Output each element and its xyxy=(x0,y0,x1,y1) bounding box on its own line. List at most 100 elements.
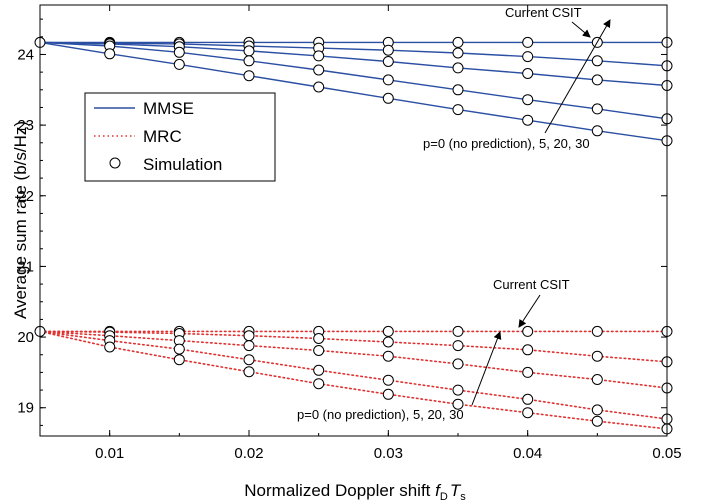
simulation-point xyxy=(313,364,325,376)
x-tick-label: 0.03 xyxy=(374,445,403,462)
simulation-point xyxy=(382,388,394,400)
simulation-point xyxy=(522,344,534,356)
simulation-point xyxy=(313,333,325,344)
simulation-point xyxy=(452,104,464,116)
annotation-mmse-prediction: p=0 (no prediction), 5, 20, 30 xyxy=(423,136,590,151)
annotation-mrc-current-csit: Current CSIT xyxy=(493,277,570,292)
simulation-point xyxy=(522,325,534,337)
simulation-point xyxy=(452,62,464,74)
x-axis-label-t: T xyxy=(450,481,462,500)
legend-label-simulation: Simulation xyxy=(143,155,222,174)
simulation-point xyxy=(243,70,255,82)
simulation-point xyxy=(522,94,534,106)
simulation-point xyxy=(313,345,325,356)
simulation-point xyxy=(313,378,325,390)
simulation-point xyxy=(382,350,394,362)
y-tick-label: 23 xyxy=(17,117,34,134)
simulation-point xyxy=(313,64,325,76)
series-line-mmse-3 xyxy=(39,41,668,120)
legend-label-mmse: MMSE xyxy=(143,99,194,118)
x-axis-label-text: Normalized Doppler shift xyxy=(244,481,430,500)
simulation-point xyxy=(522,51,534,63)
annotation-mmse-current-csit: Current CSIT xyxy=(505,5,582,20)
arrow-mrc-prediction xyxy=(471,331,502,406)
series-line-mmse-2 xyxy=(39,41,668,87)
simulation-point xyxy=(313,81,325,93)
simulation-point xyxy=(382,92,394,104)
y-tick-label: 21 xyxy=(17,258,34,275)
axis-ticks: 0.01 0.02 0.03 0.04 0.05 19 20 21 22 23 24 xyxy=(17,5,682,462)
y-tick-label: 19 xyxy=(17,400,34,417)
simulation-point xyxy=(382,56,394,67)
simulation-point xyxy=(522,366,534,378)
x-axis-label-d: D xyxy=(440,491,448,503)
y-tick-label: 24 xyxy=(17,46,34,63)
simulation-point xyxy=(452,84,464,96)
simulation-point xyxy=(452,325,464,337)
simulation-point xyxy=(173,46,185,58)
x-axis-label-s: s xyxy=(460,491,466,503)
plot-frame xyxy=(39,4,668,437)
simulation-point xyxy=(104,48,116,60)
simulation-point xyxy=(173,354,185,366)
simulation-point xyxy=(173,343,185,355)
arrow-mmse-prediction xyxy=(544,19,611,134)
simulation-point xyxy=(452,384,464,396)
simulation-point xyxy=(591,74,603,86)
series-line-mrc-8 xyxy=(39,330,668,420)
x-axis-label-f: f xyxy=(435,481,442,500)
y-tick-label: 22 xyxy=(17,188,34,205)
simulation-markers xyxy=(34,36,673,435)
simulation-point xyxy=(522,407,534,419)
x-tick-label: 0.04 xyxy=(513,445,542,462)
series-line-mrc-6 xyxy=(39,330,668,363)
simulation-point xyxy=(104,341,116,353)
arrow-mmse-current-csit xyxy=(571,21,591,38)
simulation-point xyxy=(382,336,394,348)
simulation-point xyxy=(522,114,534,126)
legend: MMSE MRC Simulation xyxy=(84,92,276,182)
simulation-point xyxy=(173,58,185,70)
simulation-point xyxy=(243,45,255,57)
x-tick-label: 0.05 xyxy=(652,445,681,462)
x-axis-label: Normalized Doppler shift fD Ts xyxy=(244,481,466,503)
simulation-point xyxy=(591,374,603,385)
annotation-mrc-prediction: p=0 (no prediction), 5, 20, 30 xyxy=(297,407,464,422)
y-tick-label: 20 xyxy=(17,329,34,346)
arrow-mrc-current-csit xyxy=(518,294,541,328)
simulation-point xyxy=(452,358,464,370)
simulation-point xyxy=(243,340,255,352)
simulation-point xyxy=(452,340,464,352)
series-line-mrc-9 xyxy=(39,330,668,430)
simulation-point xyxy=(243,330,255,342)
simulation-point xyxy=(382,44,394,56)
simulation-point xyxy=(243,354,255,366)
simulation-point xyxy=(452,398,464,410)
series-layer xyxy=(39,41,668,430)
simulation-point xyxy=(452,47,464,59)
simulation-point xyxy=(382,74,394,86)
x-tick-label: 0.02 xyxy=(234,445,263,462)
simulation-point xyxy=(591,415,603,427)
simulation-point xyxy=(243,55,255,67)
simulation-point xyxy=(591,325,603,337)
simulation-point xyxy=(522,68,534,79)
simulation-point xyxy=(591,350,603,362)
simulation-point xyxy=(243,366,255,378)
legend-swatch-simulation xyxy=(109,157,121,169)
plot-area xyxy=(40,5,667,436)
simulation-point xyxy=(452,36,464,48)
simulation-point xyxy=(522,36,534,48)
series-line-mrc-7 xyxy=(39,330,668,389)
simulation-point xyxy=(591,103,603,115)
simulation-point xyxy=(382,325,394,337)
simulation-point xyxy=(313,50,325,62)
simulation-point xyxy=(522,393,534,405)
x-tick-label: 0.01 xyxy=(95,445,124,462)
y-axis-label: Average sum rate (b/s/Hz) xyxy=(11,121,30,319)
series-line-mmse-1 xyxy=(39,41,668,67)
series-line-mmse-4 xyxy=(39,41,668,142)
simulation-point xyxy=(591,404,603,416)
simulation-point xyxy=(591,55,603,67)
